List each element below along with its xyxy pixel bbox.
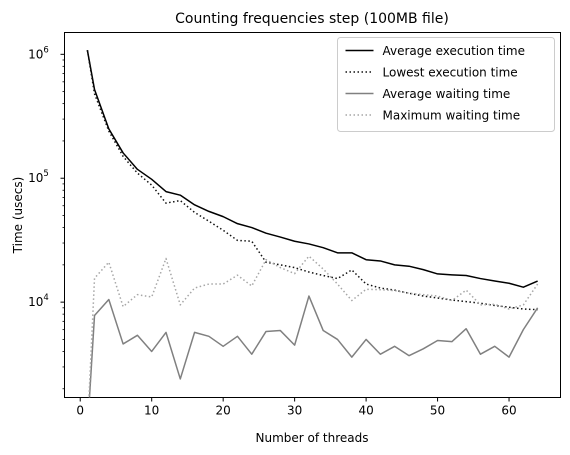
x-tick-label: 60 (501, 404, 516, 418)
x-tick-label: 30 (287, 404, 302, 418)
chart-title: Counting frequencies step (100MB file) (175, 11, 449, 27)
y-tick-label: 104 (28, 293, 49, 309)
x-tick-label: 10 (144, 404, 159, 418)
y-axis-label: Time (usecs) (11, 177, 25, 255)
y-tick-label: 105 (28, 169, 49, 185)
legend-label: Average waiting time (383, 87, 511, 101)
y-tick-label: 106 (28, 45, 49, 61)
legend-box (337, 37, 555, 132)
series-layer (86, 50, 539, 398)
series-line-1 (86, 50, 538, 288)
x-axis: 0 10 20 30 40 50 60 (76, 397, 517, 418)
y-axis: 104 105 106 (28, 45, 65, 390)
legend-label: Maximum waiting time (383, 109, 521, 123)
x-tick-label: 20 (216, 404, 231, 418)
legend-label: Lowest execution time (383, 66, 518, 80)
x-tick-label: 50 (430, 404, 445, 418)
x-tick-label: 0 (76, 404, 84, 418)
legend: Average execution time Lowest execution t… (337, 37, 555, 132)
series-line-3 (88, 295, 539, 398)
plot-frame (64, 32, 561, 398)
series-line-4 (88, 255, 539, 398)
x-axis-label: Number of threads (256, 431, 369, 445)
series-line-2 (86, 50, 538, 311)
x-tick-label: 40 (358, 404, 373, 418)
legend-label: Average execution time (383, 44, 526, 58)
